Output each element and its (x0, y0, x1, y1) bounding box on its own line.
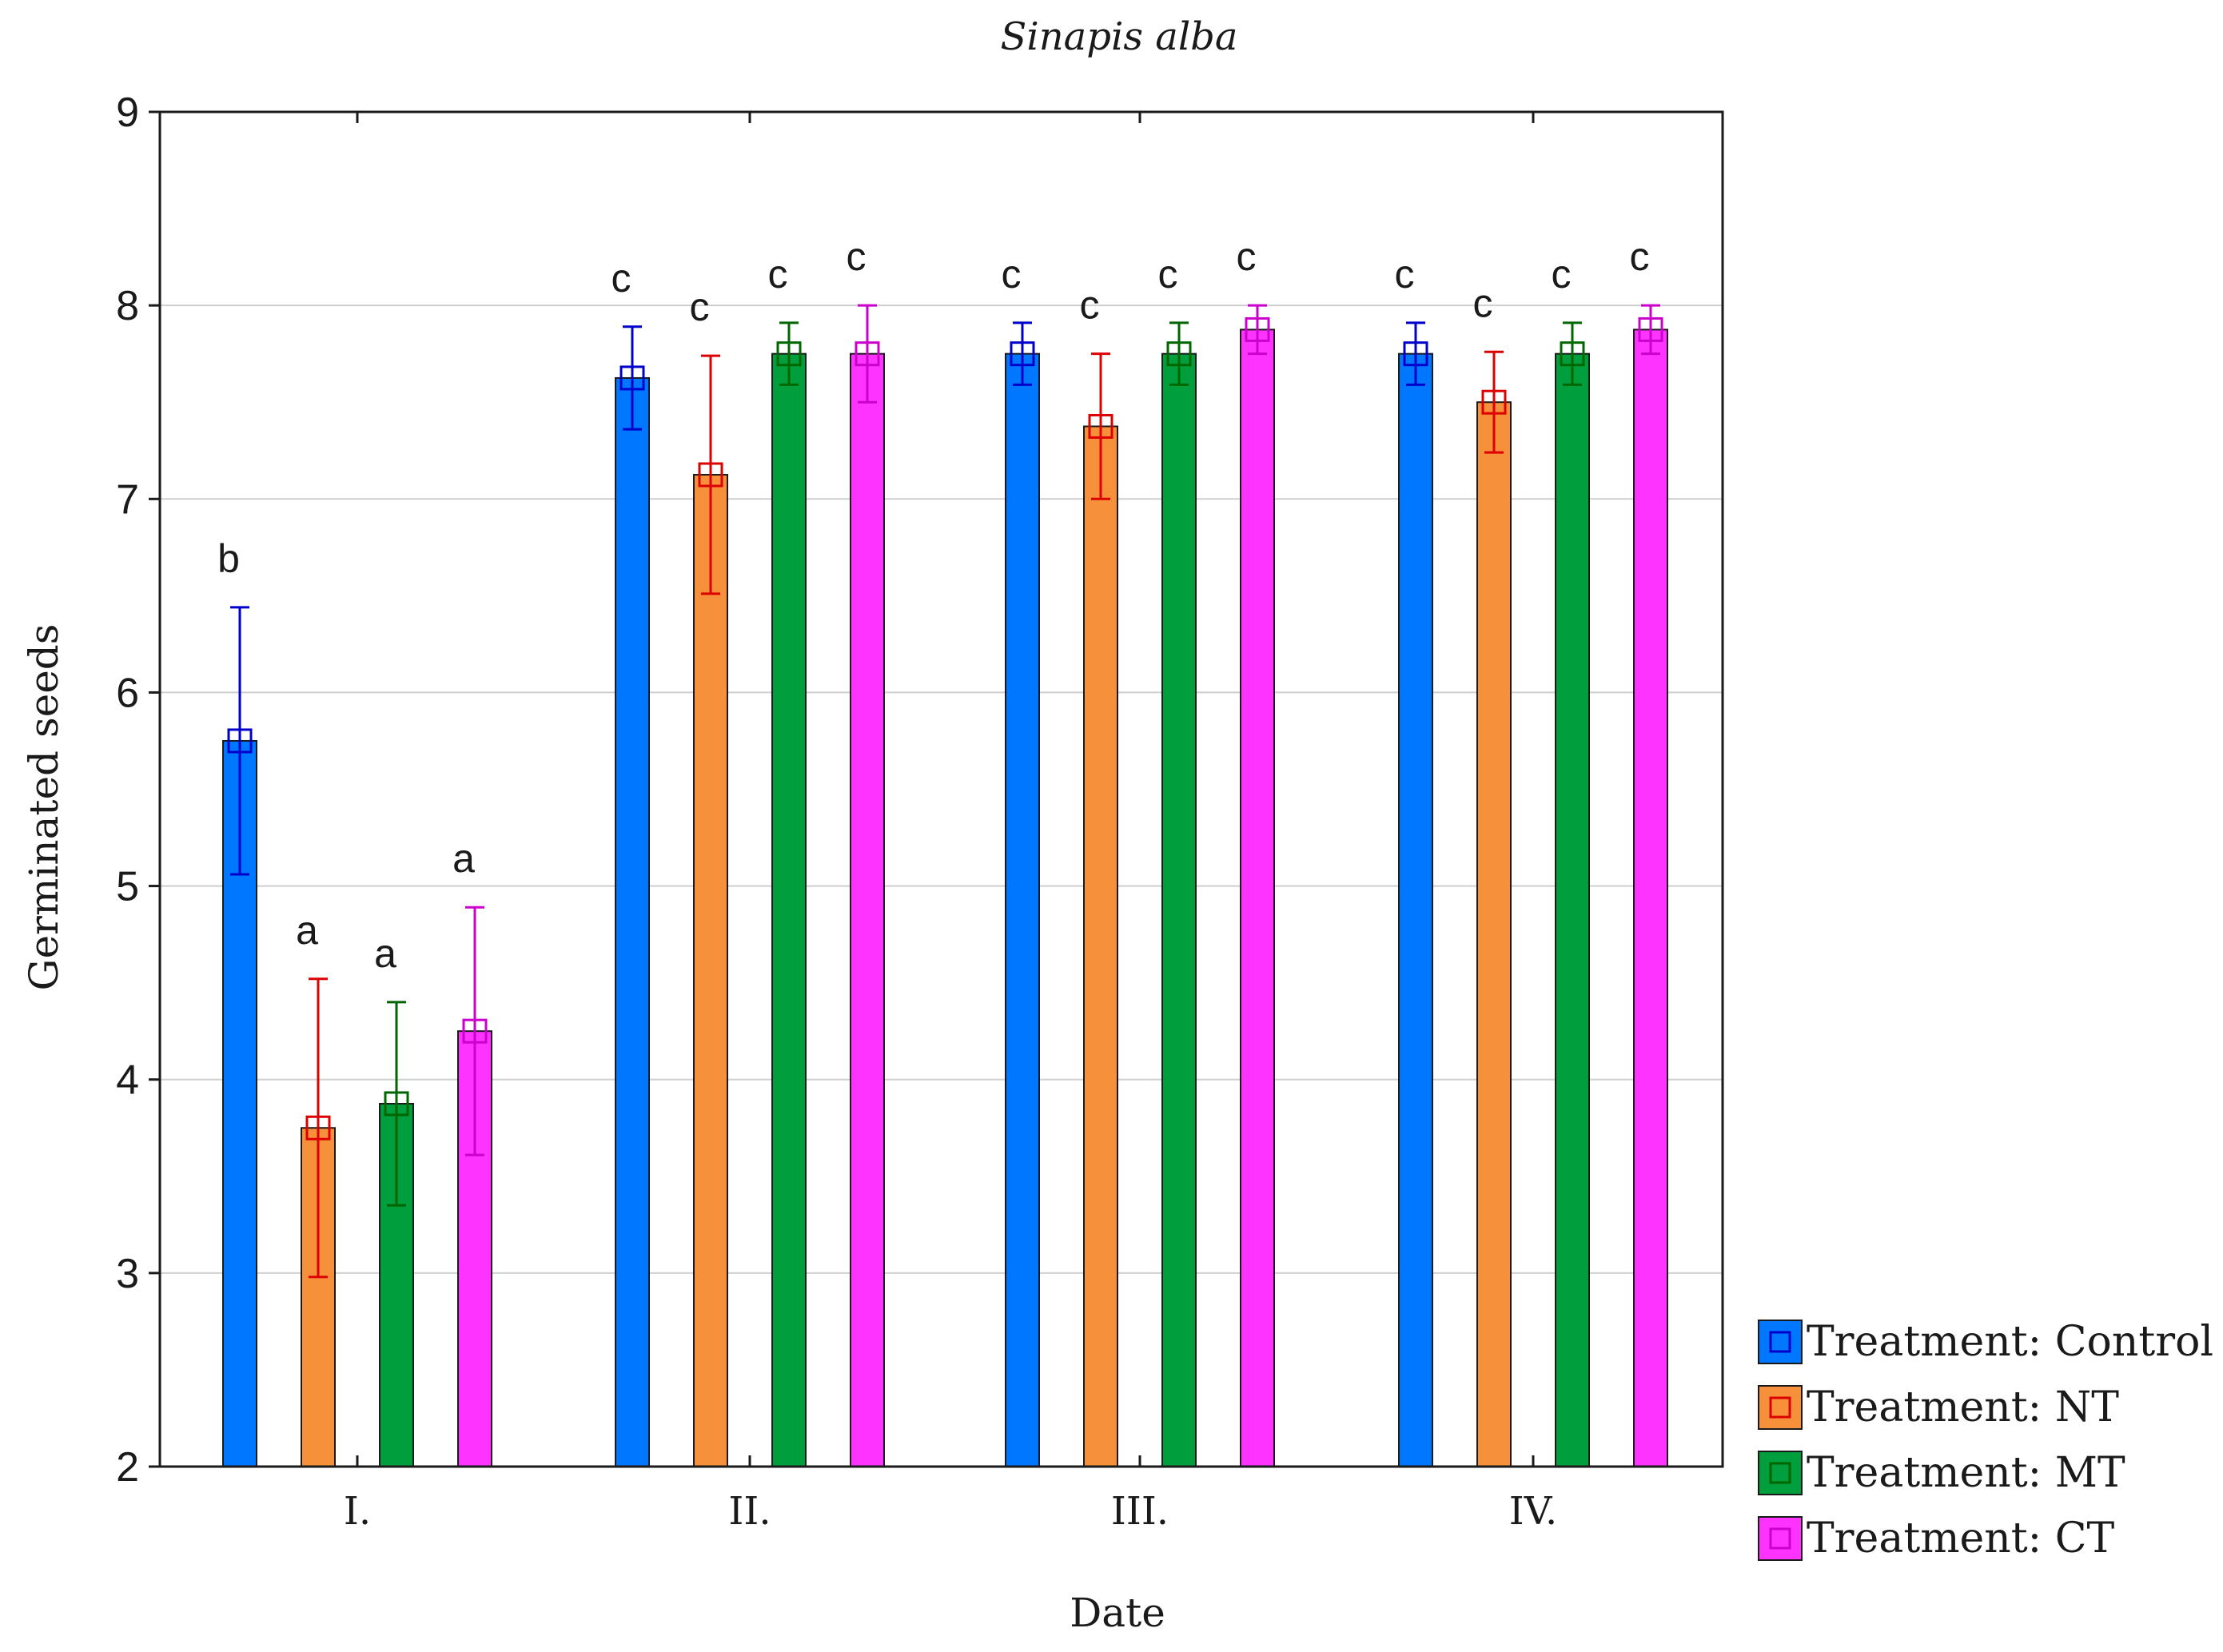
x-tick-label: IV. (1509, 1489, 1558, 1534)
x-axis-ticks: I. II. III. IV. (344, 112, 1557, 1534)
bar (1633, 328, 1668, 1467)
mean-marker (1245, 316, 1270, 342)
y-tick-label: 2 (116, 1444, 139, 1491)
y-tick-label: 9 (116, 90, 139, 136)
mean-marker (462, 1018, 488, 1044)
bar (1476, 401, 1512, 1468)
legend-label: Treatment: Control (1807, 1318, 2213, 1366)
legend-swatch (1758, 1451, 1803, 1495)
mean-marker (1010, 341, 1035, 367)
mean-marker (305, 1115, 331, 1140)
y-axis-label: Germinated seeds (21, 624, 67, 991)
mean-marker (855, 341, 880, 367)
bar (693, 474, 728, 1468)
significance-label: c (1237, 234, 1257, 279)
legend-swatch (1758, 1516, 1803, 1561)
significance-label: a (452, 836, 475, 881)
mean-marker (384, 1091, 409, 1117)
legend-swatch (1758, 1385, 1803, 1430)
significance-label: c (847, 234, 866, 279)
mean-marker (1166, 341, 1192, 367)
x-tick-label: III. (1111, 1489, 1169, 1534)
mean-marker (619, 365, 645, 391)
bar (850, 352, 885, 1467)
significance-label: c (1395, 252, 1415, 297)
significance-label: c (1002, 252, 1022, 297)
significance-label: c (1552, 252, 1572, 297)
bar (1161, 352, 1197, 1467)
y-tick-label: 5 (116, 864, 139, 910)
mean-marker (1088, 413, 1113, 439)
legend-marker (1769, 1396, 1791, 1419)
y-tick-label: 7 (116, 476, 139, 523)
gridlines (160, 305, 1723, 1274)
legend-marker (1769, 1331, 1791, 1353)
significance-label: c (1473, 281, 1493, 325)
bar (1398, 352, 1433, 1467)
y-axis-ticks: 2 3 4 5 6 7 8 9 (116, 90, 160, 1491)
significance-label: c (690, 285, 710, 329)
y-tick-label: 8 (116, 283, 139, 329)
mean-marker (776, 341, 802, 367)
chart-title: Sinapis alba (1000, 14, 1237, 59)
bar (1083, 425, 1118, 1467)
significance-label: b (217, 536, 240, 581)
mean-marker (1638, 316, 1663, 342)
x-tick-label: I. (344, 1489, 371, 1534)
x-tick-label: II. (728, 1489, 771, 1534)
y-tick-label: 4 (116, 1057, 139, 1104)
mean-marker (1560, 341, 1585, 367)
bars: b a a a c c c c c c c c c c c c (217, 234, 1668, 1468)
significance-label: c (1080, 283, 1100, 328)
legend-marker (1769, 1527, 1791, 1550)
mean-marker (1403, 341, 1428, 367)
mean-marker (1481, 389, 1507, 415)
significance-label: c (1630, 234, 1650, 279)
mean-marker (698, 462, 723, 488)
bar (771, 352, 807, 1467)
significance-label: a (296, 908, 318, 953)
legend: Treatment: Control Treatment: NT Treatment… (1758, 1318, 2213, 1562)
bar (1555, 352, 1590, 1467)
significance-label: a (374, 931, 396, 976)
legend-label: Treatment: CT (1807, 1515, 2115, 1562)
legend-marker (1769, 1462, 1791, 1484)
significance-label: c (768, 252, 788, 297)
y-tick-label: 6 (116, 670, 139, 716)
bar (1240, 328, 1275, 1467)
significance-label: c (1158, 252, 1178, 297)
mean-marker (227, 728, 253, 754)
legend-swatch (1758, 1320, 1803, 1364)
significance-label: c (612, 256, 631, 301)
bar (615, 376, 650, 1468)
bar (1005, 352, 1040, 1467)
legend-label: Treatment: MT (1807, 1449, 2125, 1497)
legend-label: Treatment: NT (1807, 1383, 2119, 1431)
y-tick-label: 3 (116, 1251, 139, 1297)
plot-area-frame (158, 110, 1724, 1468)
x-axis-label: Date (1070, 1590, 1165, 1636)
